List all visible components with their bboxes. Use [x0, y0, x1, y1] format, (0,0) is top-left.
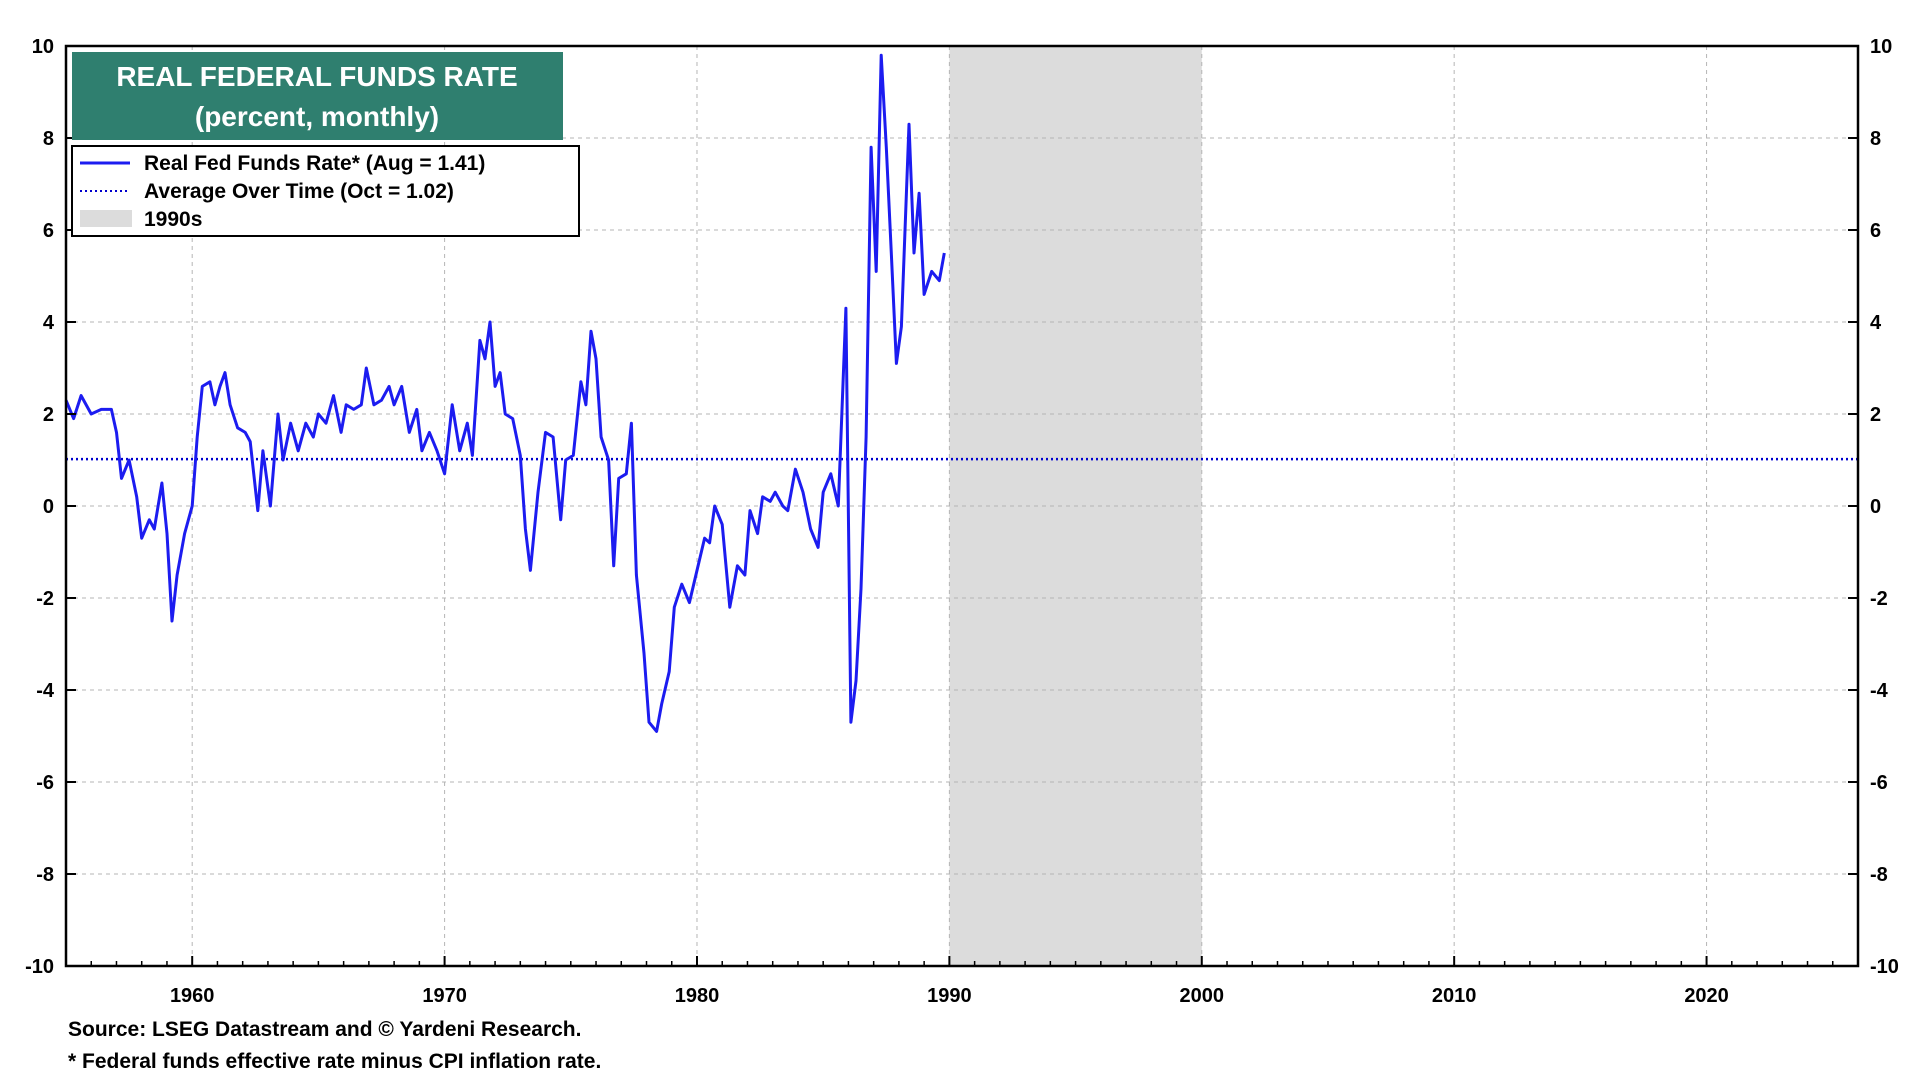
legend-item-rate: Real Fed Funds Rate* (Aug = 1.41)	[144, 152, 485, 175]
legend-box	[71, 145, 580, 237]
x-tick-label: 1960	[170, 985, 215, 1007]
title-background	[72, 52, 563, 140]
y-tick-label-right: 4	[1870, 312, 1882, 334]
legend-swatch-shade	[80, 210, 132, 227]
y-tick-label-right: 0	[1870, 496, 1881, 518]
y-tick-label-left: 8	[43, 128, 54, 150]
y-tick-label-left: -2	[36, 588, 54, 610]
y-tick-label-right: 8	[1870, 128, 1881, 150]
y-tick-label-left: -6	[36, 772, 54, 794]
y-tick-label-left: -10	[25, 956, 54, 978]
legend-item-1990s: 1990s	[144, 208, 202, 231]
x-tick-label: 1990	[927, 985, 972, 1007]
y-tick-label-right: -10	[1870, 956, 1899, 978]
y-tick-label-left: -8	[36, 864, 54, 886]
x-tick-label: 1980	[675, 985, 720, 1007]
series-line-real-fed-funds	[64, 53, 946, 733]
x-tick-label: 2000	[1180, 985, 1225, 1007]
chart-title: REAL FEDERAL FUNDS RATE	[116, 61, 517, 92]
y-tick-label-right: 6	[1870, 220, 1881, 242]
y-tick-label-left: 2	[43, 404, 54, 426]
legend: Real Fed Funds Rate* (Aug = 1.41) Averag…	[71, 145, 580, 237]
x-tick-label: 1970	[422, 985, 467, 1007]
source-note: Source: LSEG Datastream and © Yardeni Re…	[68, 1018, 582, 1041]
x-tick-label: 2010	[1432, 985, 1477, 1007]
chart-subtitle: (percent, monthly)	[195, 101, 439, 132]
y-tick-label-right: -4	[1870, 680, 1889, 702]
y-tick-label-left: 10	[32, 36, 54, 58]
y-tick-label-left: 6	[43, 220, 54, 242]
y-tick-label-left: 4	[43, 312, 55, 334]
y-tick-label-left: -4	[36, 680, 55, 702]
y-tick-label-left: 0	[43, 496, 54, 518]
axis-layer: -10 -10 -8 -8 -6 -6 -4 -4 -2 -2 0 0 2 2 4 4 6 6 8 8 10 10 1960…	[25, 36, 1899, 1007]
title-box: REAL FEDERAL FUNDS RATE (percent, monthl…	[72, 52, 563, 140]
x-tick-label: 2020	[1684, 985, 1729, 1007]
y-tick-label-right: -2	[1870, 588, 1888, 610]
y-tick-label-right: -8	[1870, 864, 1888, 886]
y-tick-label-right: 2	[1870, 404, 1881, 426]
y-tick-label-right: -6	[1870, 772, 1888, 794]
footnote: * Federal funds effective rate minus CPI…	[68, 1050, 602, 1073]
y-tick-label-right: 10	[1870, 36, 1892, 58]
series-layer	[64, 53, 946, 733]
legend-item-average: Average Over Time (Oct = 1.02)	[144, 180, 454, 203]
